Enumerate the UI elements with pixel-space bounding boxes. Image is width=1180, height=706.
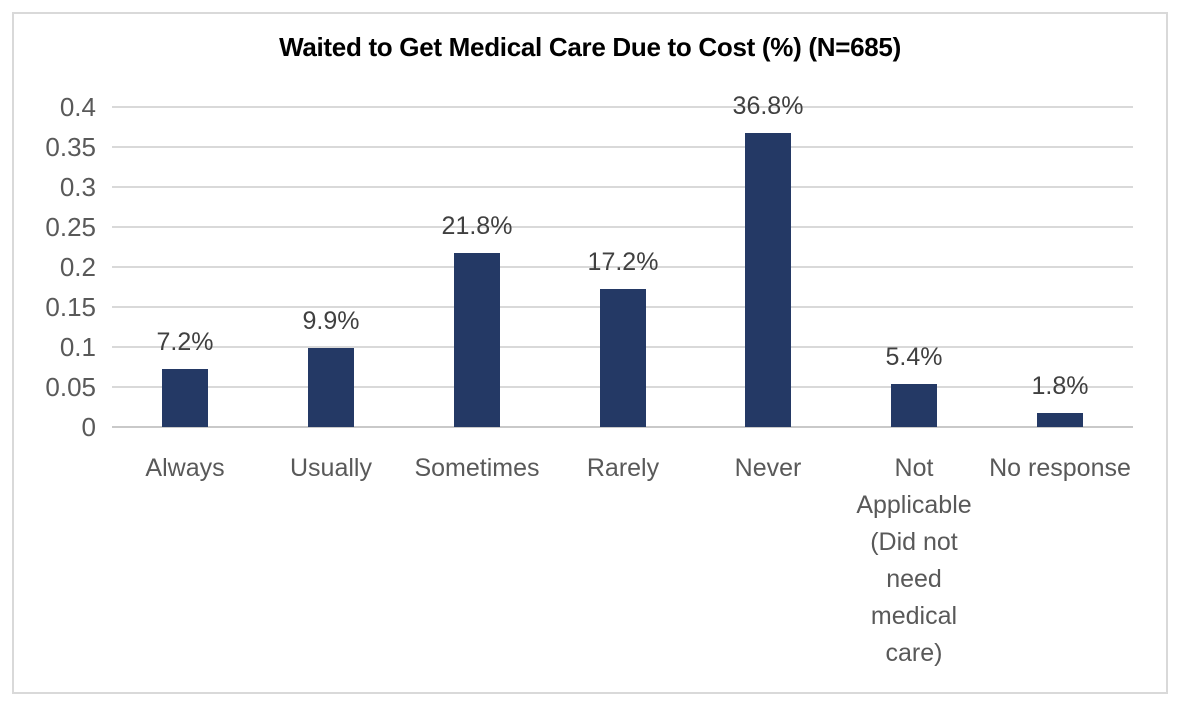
bar [745,133,791,427]
bar [891,384,937,427]
gridline [112,186,1133,188]
data-label: 9.9% [302,307,360,335]
x-tick-label: Rarely [586,454,660,482]
data-label: 36.8% [732,92,804,120]
x-tick-label: Usually [290,454,372,482]
y-tick-label: 0 [81,412,96,442]
data-label: 7.2% [156,328,214,356]
x-tick-label: Never [734,454,802,482]
bar [454,253,500,427]
y-tick-label: 0.4 [59,92,96,122]
data-label: 17.2% [587,248,659,276]
x-tick-label: No response [989,454,1131,482]
chart-border [12,12,1168,694]
y-tick-label: 0.1 [59,332,96,362]
bar [308,348,354,427]
x-tick-label: Sometimes [414,454,540,482]
gridline [112,226,1133,228]
data-label: 21.8% [441,212,513,240]
gridline [112,266,1133,268]
bar [162,369,208,427]
gridline [112,146,1133,148]
y-tick-label: 0.2 [59,252,96,282]
bar [1037,413,1083,427]
y-tick-label: 0.3 [59,172,96,202]
data-label: 1.8% [1031,372,1089,400]
x-tick-label: Not Applicable (Did not need medical car… [856,454,972,667]
y-tick-label: 0.15 [45,292,96,322]
y-tick-label: 0.35 [45,132,96,162]
data-label: 5.4% [885,343,943,371]
y-tick-label: 0.05 [45,372,96,402]
gridline [112,106,1133,108]
x-axis-line [112,426,1133,428]
chart-title: Waited to Get Medical Care Due to Cost (… [279,32,901,62]
y-tick-label: 0.25 [45,212,96,242]
x-tick-label: Always [145,454,225,482]
bar [600,289,646,427]
